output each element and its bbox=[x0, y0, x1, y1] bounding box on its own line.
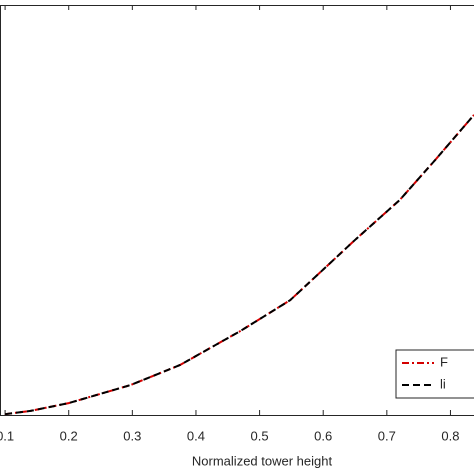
x-tick-label: 0.5 bbox=[251, 428, 269, 443]
line-series bbox=[4, 114, 474, 416]
legend-label: li bbox=[440, 376, 446, 391]
x-axis-label: Normalized tower height bbox=[192, 453, 333, 468]
x-tick-label: 0.7 bbox=[378, 428, 396, 443]
x-tick-label: 0.1 bbox=[0, 428, 14, 443]
x-tick-label: 0.8 bbox=[441, 428, 459, 443]
legend-label: F bbox=[440, 354, 448, 369]
legend-box bbox=[395, 349, 474, 399]
axes-box bbox=[0, 5, 474, 416]
x-tick-label: 0.3 bbox=[123, 428, 141, 443]
x-tick-label: 0.2 bbox=[60, 428, 78, 443]
x-tick-label: 0.6 bbox=[314, 428, 332, 443]
x-tick-label: 0.4 bbox=[187, 428, 205, 443]
